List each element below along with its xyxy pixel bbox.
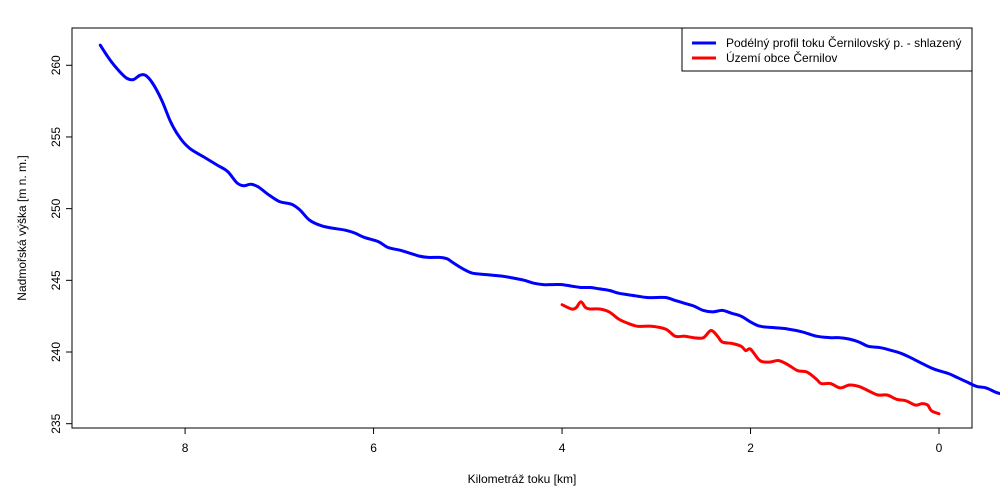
series-group xyxy=(98,43,1000,416)
y-tick-label-5: 260 xyxy=(49,55,63,75)
legend-box xyxy=(681,27,973,72)
y-tick-label-0: 235 xyxy=(49,413,63,433)
y-tick-label-2: 245 xyxy=(49,270,63,290)
plot-frame xyxy=(71,27,973,429)
x-tick-label-3: 2 xyxy=(747,441,754,455)
y-tick-label-3: 250 xyxy=(49,198,63,218)
x-axis: 8 6 4 2 0 xyxy=(182,428,943,455)
y-axis-label: Nadmořská výška [m n. m.] xyxy=(15,155,29,300)
x-tick-label-1: 6 xyxy=(370,441,377,455)
legend-label-series-2: Území obce Černilov xyxy=(726,50,837,65)
x-tick-label-0: 8 xyxy=(182,441,189,455)
y-tick-label-4: 255 xyxy=(49,127,63,147)
y-axis: 235 240 245 250 255 260 xyxy=(49,55,72,434)
series-line-2 xyxy=(560,300,941,416)
y-tick-label-1: 240 xyxy=(49,342,63,362)
legend: Podélný profil toku Černilovský p. - shl… xyxy=(681,27,973,72)
x-tick-label-4: 0 xyxy=(936,441,943,455)
x-axis-label: Kilometráž toku [km] xyxy=(468,472,577,486)
series-line-1 xyxy=(98,43,1000,396)
legend-label-series-1: Podélný profil toku Černilovský p. - shl… xyxy=(726,35,961,50)
x-tick-label-2: 4 xyxy=(559,441,566,455)
